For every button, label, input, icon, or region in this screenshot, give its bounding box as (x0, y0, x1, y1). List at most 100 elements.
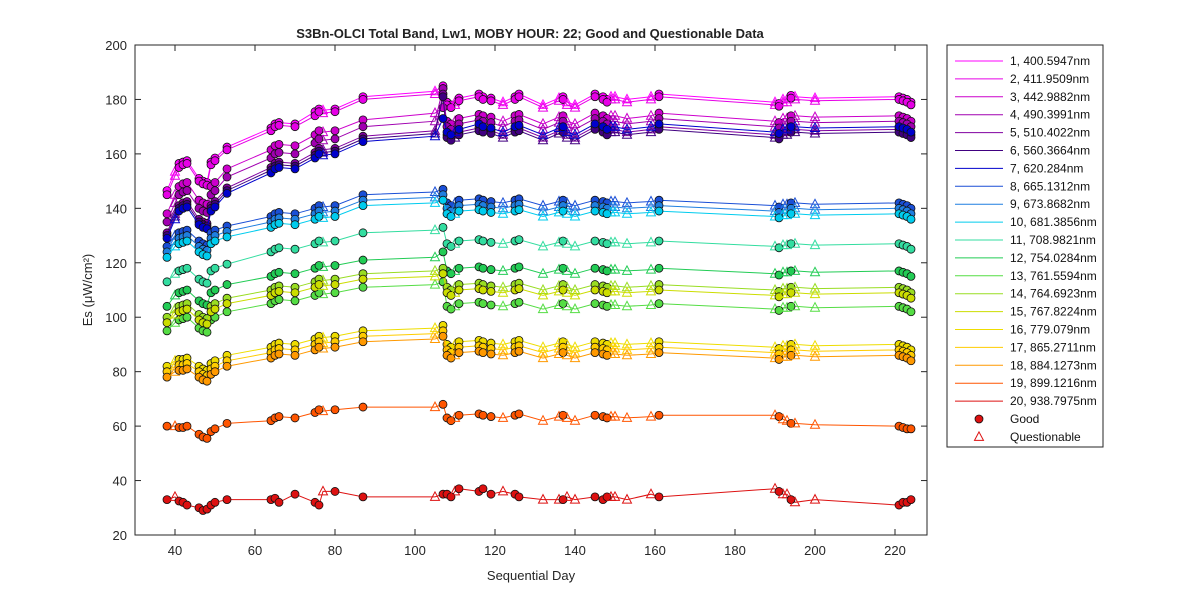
legend-label: 10, 681.3856nm (1010, 215, 1097, 229)
good-point (486, 96, 496, 106)
questionable-point (809, 239, 821, 250)
y-tick-label: 180 (105, 92, 127, 107)
questionable-point (621, 202, 633, 213)
good-point (202, 433, 212, 443)
questionable-point (609, 93, 621, 104)
good-point (210, 236, 220, 246)
questionable-point (497, 96, 509, 107)
good-point (454, 285, 464, 295)
questionable-point (809, 121, 821, 132)
good-point (274, 139, 284, 149)
series-group (162, 269, 916, 329)
good-point (222, 145, 232, 155)
good-point (906, 244, 916, 254)
good-point (514, 284, 524, 294)
questionable-point (645, 279, 657, 290)
good-point (438, 92, 448, 102)
questionable-point (789, 93, 801, 104)
good-point (478, 285, 488, 295)
good-point (222, 172, 232, 182)
good-point (478, 122, 488, 132)
questionable-point (809, 266, 821, 277)
questionable-point (317, 405, 329, 416)
good-point (438, 399, 448, 409)
questionable-point (621, 264, 633, 275)
good-point (222, 418, 232, 428)
good-point (330, 261, 340, 270)
questionable-point (317, 236, 329, 247)
good-point (454, 299, 464, 309)
good-point (590, 348, 600, 358)
legend-label: 9, 673.8682nm (1010, 197, 1090, 211)
good-point (290, 244, 300, 254)
questionable-point (789, 338, 801, 349)
questionable-point (789, 207, 801, 218)
good-point (210, 424, 220, 434)
questionable-point (621, 338, 633, 349)
good-point (454, 96, 464, 106)
good-point (274, 349, 284, 359)
good-point (330, 405, 340, 415)
questionable-point (645, 206, 657, 217)
good-point (330, 280, 340, 289)
questionable-point (809, 124, 821, 135)
good-point (438, 222, 448, 232)
questionable-point (537, 210, 549, 221)
good-point (602, 350, 612, 360)
questionable-point (497, 281, 509, 292)
questionable-point (621, 343, 633, 354)
good-point (602, 301, 612, 311)
good-point (182, 186, 192, 196)
questionable-point (537, 134, 549, 145)
questionable-point (497, 338, 509, 349)
questionable-point (497, 343, 509, 354)
good-point (182, 202, 192, 212)
good-point (330, 134, 340, 144)
questionable-point (621, 123, 633, 134)
good-point (478, 263, 488, 273)
good-point (358, 137, 368, 147)
good-point (290, 296, 300, 306)
questionable-point (789, 281, 801, 292)
questionable-point (809, 418, 821, 429)
good-point (222, 495, 232, 505)
questionable-point (317, 279, 329, 290)
good-point (222, 299, 232, 309)
questionable-point (809, 94, 821, 105)
questionable-point (621, 300, 633, 311)
good-point (514, 235, 524, 245)
good-point (454, 410, 464, 420)
questionable-point (317, 149, 329, 160)
good-point (290, 164, 300, 174)
good-point (514, 120, 524, 130)
questionable-point (537, 267, 549, 278)
good-point (210, 367, 220, 377)
good-point (274, 412, 284, 421)
questionable-point (429, 322, 441, 333)
good-point (654, 299, 664, 309)
questionable-point (569, 346, 581, 357)
questionable-point (645, 200, 657, 211)
series-group (162, 114, 916, 243)
questionable-point (561, 490, 573, 501)
good-point (590, 206, 600, 216)
x-tick-label: 200 (804, 543, 826, 558)
questionable-point (429, 127, 441, 138)
questionable-point (645, 285, 657, 296)
questionable-point (809, 301, 821, 312)
good-point (358, 201, 368, 211)
good-point (162, 209, 172, 219)
good-point (202, 251, 212, 261)
y-tick-label: 20 (113, 528, 127, 543)
questionable-point (609, 195, 621, 206)
legend-label: 12, 754.0284nm (1010, 251, 1097, 265)
good-point (514, 346, 524, 356)
questionable-point (809, 339, 821, 350)
good-point (314, 280, 324, 289)
questionable-point (497, 128, 509, 139)
questionable-point (789, 264, 801, 275)
questionable-point (645, 263, 657, 274)
legend-label: 15, 767.8224nm (1010, 305, 1097, 319)
questionable-point (497, 131, 509, 142)
questionable-point (569, 414, 581, 425)
